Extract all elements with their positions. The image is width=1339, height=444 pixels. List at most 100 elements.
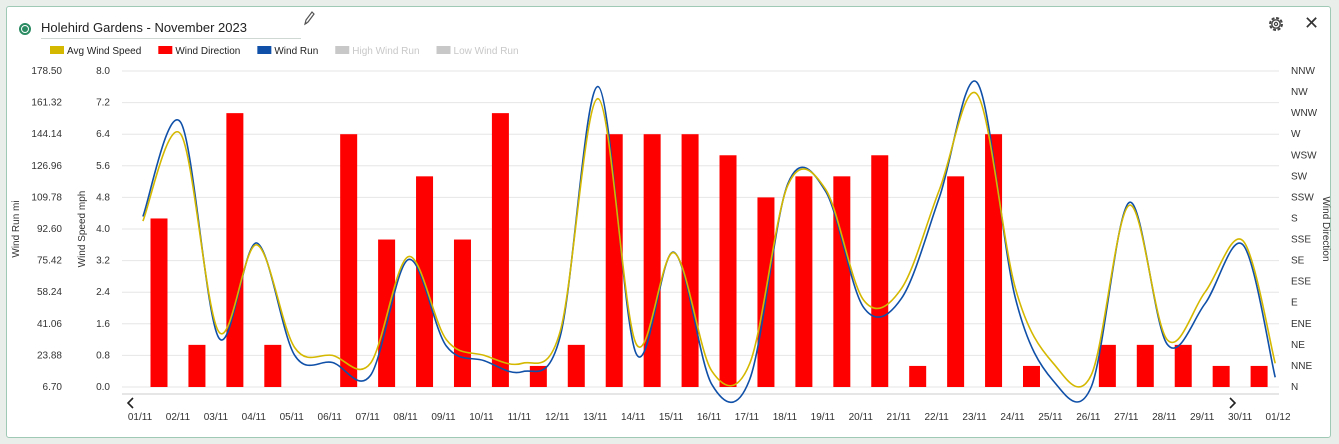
- x-tick-label: 26/11: [1076, 412, 1101, 423]
- x-tick-label: 03/11: [204, 412, 229, 423]
- y-tick-wind-speed: 6.4: [96, 129, 110, 140]
- panel-header: Holehird Gardens - November 2023: [19, 17, 319, 41]
- status-dot-icon[interactable]: [19, 23, 31, 35]
- y-tick-wind-direction: SE: [1291, 256, 1305, 267]
- legend-swatch[interactable]: [257, 46, 272, 54]
- x-tick-label: 12/11: [545, 412, 570, 423]
- y-tick-wind-direction: ESE: [1291, 277, 1311, 288]
- wind-direction-bar: [605, 134, 623, 387]
- y-tick-wind-direction: N: [1291, 382, 1298, 393]
- x-tick-label: 16/11: [697, 412, 722, 423]
- wind-run-line: [142, 80, 1276, 403]
- wind-direction-bar: [1098, 344, 1116, 387]
- y-tick-wind-speed: 5.6: [96, 161, 110, 172]
- y-tick-wind-direction: SSW: [1291, 192, 1314, 203]
- chevron-left-icon[interactable]: [126, 397, 134, 409]
- legend-swatch[interactable]: [436, 46, 451, 54]
- legend-swatch[interactable]: [50, 46, 64, 54]
- legend-item-label: Avg Wind Speed: [67, 46, 141, 57]
- wind-direction-bar: [1022, 365, 1040, 387]
- x-tick-label: 17/11: [735, 412, 760, 423]
- y-tick-wind-run: 75.42: [37, 256, 62, 267]
- wind-direction-bar: [643, 134, 661, 387]
- x-tick-label: 01/12: [1266, 412, 1291, 423]
- wind-direction-bar: [909, 365, 927, 387]
- y-tick-wind-speed: 3.2: [96, 256, 110, 267]
- y-tick-wind-speed: 0.0: [96, 382, 110, 393]
- x-tick-label: 01/11: [128, 412, 153, 423]
- x-tick-label: 04/11: [242, 412, 267, 423]
- y-tick-wind-direction: ENE: [1291, 319, 1312, 330]
- y-tick-wind-direction: NNW: [1291, 66, 1315, 77]
- x-tick-label: 05/11: [280, 412, 305, 423]
- y-tick-wind-direction: WNW: [1291, 108, 1318, 119]
- y-tick-wind-direction: NW: [1291, 87, 1308, 98]
- y-tick-wind-run: 109.78: [31, 192, 62, 203]
- gear-icon[interactable]: [1267, 15, 1285, 33]
- x-tick-label: 20/11: [849, 412, 874, 423]
- y-axis-title-wind-direction: Wind Direction: [1320, 196, 1331, 261]
- wind-direction-bar: [719, 155, 737, 387]
- close-icon[interactable]: ✕: [1304, 13, 1320, 33]
- wind-direction-bar: [150, 218, 168, 387]
- y-tick-wind-run: 92.60: [37, 224, 62, 235]
- y-tick-wind-speed: 8.0: [96, 66, 110, 77]
- y-tick-wind-speed: 1.6: [96, 319, 110, 330]
- legend-swatch[interactable]: [158, 46, 173, 54]
- y-tick-wind-direction: NE: [1291, 340, 1305, 351]
- legend-swatch[interactable]: [335, 46, 350, 54]
- x-tick-label: 27/11: [1114, 412, 1139, 423]
- wind-direction-bar: [947, 176, 965, 387]
- pencil-icon[interactable]: [302, 9, 316, 27]
- x-tick-label: 24/11: [1000, 412, 1025, 423]
- legend-item-label: Wind Direction: [175, 46, 240, 57]
- x-tick-label: 14/11: [621, 412, 646, 423]
- chevron-right-icon[interactable]: [1229, 397, 1237, 409]
- wind-direction-bar: [1174, 344, 1192, 387]
- wind-direction-bar: [681, 134, 699, 387]
- legend-item-label: High Wind Run: [352, 46, 419, 57]
- wind-direction-bar: [795, 176, 813, 387]
- wind-direction-bar: [264, 344, 282, 387]
- x-tick-label: 11/11: [508, 412, 532, 423]
- x-tick-label: 22/11: [924, 412, 949, 423]
- legend-item-label: Wind Run: [274, 46, 318, 57]
- wind-direction-bar: [1136, 344, 1154, 387]
- y-tick-wind-speed: 4.0: [96, 224, 110, 235]
- y-tick-wind-run: 41.06: [37, 319, 62, 330]
- x-tick-label: 06/11: [318, 412, 343, 423]
- panel-title: Holehird Gardens - November 2023: [41, 20, 301, 39]
- x-tick-label: 25/11: [1038, 412, 1063, 423]
- legend-item-label: Low Wind Run: [454, 46, 519, 57]
- y-tick-wind-direction: WSW: [1291, 150, 1317, 161]
- x-tick-label: 13/11: [583, 412, 608, 423]
- y-tick-wind-speed: 7.2: [96, 98, 110, 109]
- x-tick-label: 30/11: [1228, 412, 1253, 423]
- x-tick-label: 10/11: [469, 412, 494, 423]
- wind-direction-bar: [1212, 365, 1230, 387]
- wind-direction-bar: [871, 155, 889, 387]
- x-tick-label: 09/11: [431, 412, 456, 423]
- x-tick-label: 02/11: [166, 412, 191, 423]
- y-tick-wind-run: 161.32: [31, 98, 62, 109]
- x-tick-label: 21/11: [887, 412, 912, 423]
- wind-direction-bar: [226, 113, 244, 387]
- x-tick-label: 18/11: [773, 412, 798, 423]
- avg-wind-speed-line: [142, 91, 1276, 388]
- y-axis-title-wind-speed: Wind Speed mph: [77, 191, 88, 268]
- x-tick-label: 07/11: [355, 412, 380, 423]
- wind-direction-bar: [188, 344, 206, 387]
- wind-direction-bar: [491, 113, 509, 387]
- y-axis-title-wind-run: Wind Run mi: [11, 200, 22, 257]
- wind-direction-bar: [985, 134, 1003, 387]
- y-tick-wind-direction: SSE: [1291, 235, 1311, 246]
- y-tick-wind-speed: 4.8: [96, 192, 110, 203]
- x-tick-label: 23/11: [962, 412, 987, 423]
- wind-direction-bar: [833, 176, 851, 387]
- y-tick-wind-run: 6.70: [43, 382, 63, 393]
- y-tick-wind-run: 144.14: [31, 129, 62, 140]
- wind-direction-bar: [1250, 365, 1268, 387]
- y-tick-wind-direction: NNE: [1291, 361, 1312, 372]
- y-tick-wind-run: 126.96: [31, 161, 62, 172]
